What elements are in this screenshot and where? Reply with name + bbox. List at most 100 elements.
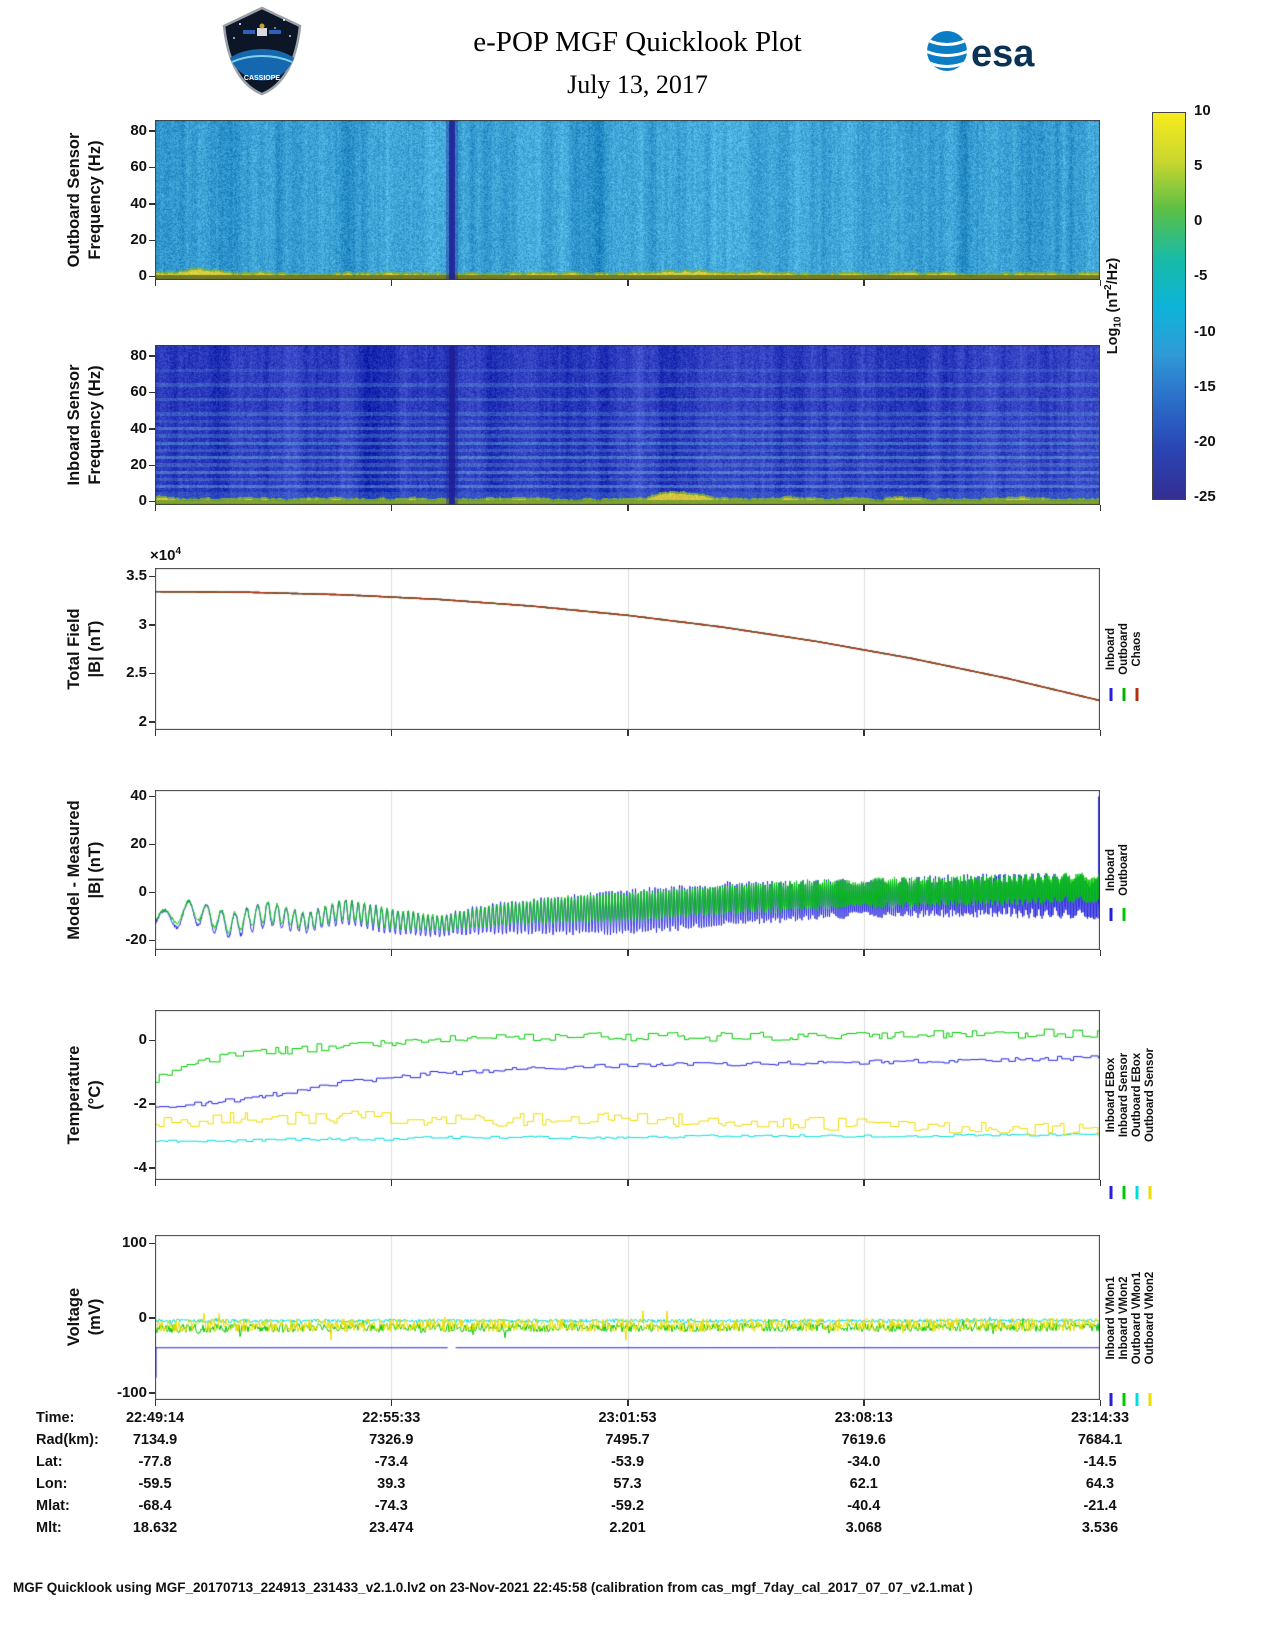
x-tick-mark — [390, 1180, 393, 1186]
ylabel-voltage: Voltage (mV) — [64, 1227, 108, 1407]
colorbar-tick-label: -25 — [1194, 488, 1216, 505]
x-tick-mark — [863, 505, 865, 511]
legend-label: Inboard EBox — [1104, 1057, 1117, 1133]
ephemeris-value: -77.8 — [138, 1454, 172, 1470]
temperature-canvas — [155, 1010, 1100, 1180]
ylabel-line: (°C) — [86, 1080, 104, 1110]
legend-label: Inboard Sensor — [1117, 1052, 1130, 1138]
x-tick-mark — [863, 1400, 865, 1406]
patch-text: CASSIOPE — [244, 75, 281, 82]
ylabel-line: Model - Measured — [65, 800, 83, 940]
ephemeris-row-label: Mlt: — [36, 1520, 62, 1536]
ylabel-inboard-spectrogram: Inboard Sensor Frequency (Hz) — [64, 335, 108, 515]
ephemeris-value: 18.632 — [132, 1520, 178, 1536]
ephemeris-value: -40.4 — [847, 1498, 881, 1514]
ylabel-temperature: Temperature (°C) — [64, 1005, 108, 1185]
colorbar-tick-label: -20 — [1194, 432, 1216, 450]
x-tick-mark — [390, 1400, 393, 1406]
ephemeris-value: 7619.6 — [841, 1432, 886, 1448]
legend-total-field: Inboard Outboard Chaos — [1104, 568, 1143, 730]
ephemeris-row-mlt: Mlt: 18.632 23.474 2.201 3.068 3.536 — [0, 1520, 1275, 1542]
legend-entry-inboard-sensor: Inboard Sensor — [1117, 1010, 1130, 1199]
ephemeris-value: 2.201 — [609, 1520, 646, 1536]
ephemeris-row-mlat: Mlat: -68.4 -74.3 -59.2 -40.4 -21.4 — [0, 1498, 1275, 1520]
ephemeris-value: 23:01:53 — [598, 1410, 657, 1426]
ylabel-line: Inboard Sensor — [65, 364, 83, 486]
legend-marker — [1135, 1186, 1138, 1199]
ephemeris-row-label: Rad(km): — [36, 1432, 99, 1448]
legend-label: Outboard — [1117, 623, 1130, 675]
ephemeris-value: -53.9 — [610, 1454, 645, 1470]
x-tick-mark — [154, 505, 156, 511]
legend-marker — [1122, 908, 1125, 921]
outboard-spectrogram-canvas — [155, 120, 1100, 280]
x-tick-mark — [627, 950, 629, 956]
ephemeris-value: 39.3 — [377, 1476, 406, 1492]
x-tick-mark — [627, 280, 629, 286]
esa-globe-icon — [927, 31, 967, 71]
legend-entry-inboard-vmon1: Inboard VMon1 — [1104, 1235, 1117, 1406]
legend-entry-outboard-ebox: Outboard EBox — [1130, 1010, 1143, 1199]
ylabel-line: Frequency (Hz) — [86, 140, 104, 260]
legend-model-measured: Inboard Outboard — [1104, 790, 1130, 950]
colorbar-tick-label: -10 — [1194, 322, 1216, 340]
ephemeris-row-label: Mlat: — [36, 1498, 70, 1514]
colorbar-ticks: 10 5 0 -5 -10 -15 -20 -25 — [1152, 102, 1216, 505]
inboard-spectrogram-canvas — [155, 345, 1100, 505]
voltage-canvas — [155, 1235, 1100, 1400]
legend-marker — [1148, 1393, 1151, 1406]
ephemeris-value: 7326.9 — [369, 1432, 414, 1448]
x-tick-mark — [154, 280, 156, 286]
ephemeris-table: Time: 22:49:14 22:55:33 23:01:53 23:08:13 23:… — [0, 1410, 1275, 1542]
legend-label: Inboard VMon1 — [1104, 1275, 1117, 1360]
x-tick-mark — [627, 505, 629, 511]
ylabel-total-field: Total Field |B| (nT) — [64, 559, 108, 739]
legend-label: Outboard VMon1 — [1130, 1271, 1143, 1364]
plot-title: e-POP MGF Quicklook Plot — [473, 26, 802, 58]
footer-text: MGF Quicklook using MGF_20170713_224913_… — [13, 1580, 973, 1595]
ephemeris-row-label: Lat: — [36, 1454, 63, 1470]
legend-entry-outboard: Outboard — [1117, 568, 1130, 730]
legend-temperature: Inboard EBox Inboard Sensor Outboard EBox O… — [1104, 1010, 1156, 1199]
ephemeris-value: 57.3 — [613, 1476, 642, 1492]
ephemeris-value: 3.068 — [845, 1520, 882, 1536]
legend-marker — [1109, 1393, 1112, 1406]
colorbar-tick-label: 5 — [1194, 157, 1203, 175]
ephemeris-value: 7134.9 — [132, 1432, 178, 1448]
ephemeris-value: 23:08:13 — [834, 1410, 893, 1426]
x-tick-mark — [863, 950, 865, 956]
ephemeris-value: -73.4 — [374, 1454, 408, 1470]
x-tick-mark — [863, 280, 865, 286]
ephemeris-row-time: Time: 22:49:14 22:55:33 23:01:53 23:08:13 23:… — [0, 1410, 1275, 1432]
legend-marker — [1135, 688, 1138, 701]
ephemeris-row-label: Time: — [36, 1410, 75, 1426]
ephemeris-value: 23:14:33 — [1070, 1410, 1130, 1426]
ephemeris-value: 22:55:33 — [362, 1410, 421, 1426]
legend-marker — [1135, 1393, 1138, 1406]
legend-label: Chaos — [1130, 631, 1143, 667]
x-tick-mark — [390, 505, 393, 511]
colorbar-tick-label: -15 — [1194, 377, 1216, 395]
legend-entry-outboard: Outboard — [1117, 790, 1130, 950]
x-tick-mark — [627, 730, 629, 736]
ephemeris-value: -68.4 — [138, 1498, 172, 1514]
x-tick-mark — [390, 950, 393, 956]
ephemeris-value: 22:49:14 — [125, 1410, 185, 1426]
legend-marker — [1148, 1186, 1151, 1199]
colorbar-tick-label: 0 — [1194, 212, 1203, 230]
ephemeris-row-label: Lon: — [36, 1476, 68, 1492]
ylabel-line: Frequency (Hz) — [86, 365, 104, 485]
legend-entry-inboard-ebox: Inboard EBox — [1104, 1010, 1117, 1199]
ephemeris-value: -74.3 — [374, 1498, 408, 1514]
legend-entry-outboard-vmon2: Outboard VMon2 — [1143, 1235, 1156, 1406]
x-tick-mark — [390, 280, 393, 286]
x-tick-mark — [863, 1180, 865, 1186]
ylabel-line: |B| (nT) — [86, 620, 104, 678]
colorbar-tick-label: -5 — [1194, 267, 1208, 285]
ephemeris-value: -21.4 — [1083, 1498, 1117, 1514]
ephemeris-value: -59.2 — [610, 1498, 645, 1514]
legend-entry-outboard-vmon1: Outboard VMon1 — [1130, 1235, 1143, 1406]
ylabel-outboard-spectrogram: Outboard Sensor Frequency (Hz) — [64, 110, 108, 290]
legend-marker — [1109, 688, 1112, 701]
legend-marker — [1122, 688, 1125, 701]
